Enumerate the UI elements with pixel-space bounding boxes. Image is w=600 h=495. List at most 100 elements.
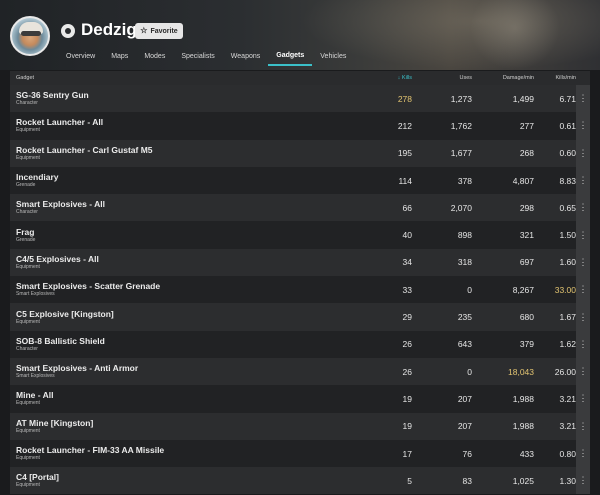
damage-per-min-cell: 1,988 [512,393,534,404]
table-row[interactable]: Smart Explosives - Anti Armor Smart Explo… [10,357,590,386]
gadget-cell: Frag Grenade [10,227,370,244]
gadget-cell: Smart Explosives - Scatter Grenade Smart … [10,281,370,298]
header-menu-spacer [576,71,590,85]
tab-gadgets[interactable]: Gadgets [268,46,313,66]
gadget-category: Equipment [16,263,40,270]
favorite-button[interactable]: ☆ Favorite [135,23,183,39]
row-menu-icon[interactable]: ⋮ [576,439,590,468]
avatar[interactable] [10,16,50,56]
row-menu-icon[interactable]: ⋮ [576,112,590,140]
uses-cell: 2,070 [450,202,472,213]
header-uses[interactable]: Uses [459,75,472,81]
table-row[interactable]: Rocket Launcher - All Equipment 212 1,762 27… [10,112,590,140]
gadget-category: Equipment [16,455,40,461]
row-menu-icon[interactable]: ⋮ [576,276,590,304]
gadget-cell: C5 Explosive [Kingston] Equipment [10,309,370,326]
tab-maps[interactable]: Maps [111,52,129,60]
damage-per-min-cell: 1,025 [512,475,534,486]
tab-specialists[interactable]: Specialists [181,52,215,60]
kills-cell: 195 [397,148,412,159]
header-kills[interactable]: ↓ Kills [370,75,412,81]
uses-cell: 643 [457,339,472,350]
kills-per-min-cell: 6.71 [559,93,576,104]
kills-cell: 278 [397,93,412,104]
table-row[interactable]: AT Mine [Kingston] Equipment 19 207 1,988 3.2… [10,412,590,440]
row-menu-icon[interactable]: ⋮ [576,221,590,249]
header-damage-per-min[interactable]: Damage/min [502,75,534,81]
row-menu-icon[interactable]: ⋮ [576,467,590,495]
table-row[interactable]: C5 Explosive [Kingston] Equipment 29 235 680… [10,303,590,331]
table-row[interactable]: C4/5 Explosives - All Equipment 34 318 697 1.… [10,248,590,277]
table-row[interactable]: Smart Explosives - All Character 66 2,070 29… [10,194,590,222]
table-row[interactable]: Smart Explosives - Scatter Grenade Smart … [10,276,590,304]
damage-per-min-cell: 4,807 [512,175,534,186]
gadgets-table: Gadget ↓ Kills Uses Damage/min Kills/min… [10,71,590,495]
gadget-name: Smart Explosives - Scatter Grenade [16,281,161,292]
header-gadget[interactable]: Gadget [16,75,35,81]
uses-cell: 378 [457,175,472,186]
kills-cell: 29 [402,312,412,323]
kills-cell: 19 [402,393,412,404]
kills-cell: 26 [402,366,412,377]
gadget-cell: Incendiary Grenade [10,172,370,189]
player-name: Dedzigs [81,20,147,39]
kills-per-min-cell: 8.83 [559,175,576,186]
uses-cell: 207 [457,421,472,432]
row-menu-icon[interactable]: ⋮ [576,166,590,195]
gadget-name: Rocket Launcher - FIM-33 AA Missile [16,445,165,455]
tab-overview[interactable]: Overview [66,52,96,60]
row-menu-icon[interactable]: ⋮ [576,194,590,222]
damage-per-min-cell: 321 [519,230,534,241]
table-row[interactable]: Rocket Launcher - FIM-33 AA Missile Equip… [10,439,590,468]
uses-cell: 318 [457,257,472,268]
row-menu-icon[interactable]: ⋮ [576,303,590,331]
kills-cell: 212 [397,120,412,131]
table-row[interactable]: Frag Grenade 40 898 321 1.50 ⋮ [10,221,590,249]
uses-cell: 898 [457,230,472,241]
gadget-cell: Smart Explosives - Anti Armor Smart Explo… [10,363,370,380]
table-row[interactable]: C4 [Portal] Equipment 5 83 1,025 1.30 ⋮ [10,467,590,495]
row-menu-icon[interactable]: ⋮ [576,385,590,413]
tab-weapons[interactable]: Weapons [230,52,261,60]
row-menu-icon[interactable]: ⋮ [576,330,590,358]
damage-per-min-cell: 379 [519,339,534,350]
table-row[interactable]: Rocket Launcher - Carl Gustaf M5 Equipmen… [10,139,590,167]
tab-modes[interactable]: Modes [144,52,166,60]
kills-cell: 34 [402,257,412,268]
table-body: SG-36 Sentry Gun Character 278 1,273 1,499 6.… [10,85,590,495]
row-menu-icon[interactable]: ⋮ [576,248,590,277]
damage-per-min-cell: 298 [519,202,534,213]
damage-per-min-cell: 18,043 [508,366,534,377]
table-row[interactable]: SOB-8 Ballistic Shield Character 26 643 379 1… [10,330,590,358]
row-menu-icon[interactable]: ⋮ [576,357,590,386]
table-row[interactable]: Incendiary Grenade 114 378 4,807 8.83 ⋮ [10,166,590,195]
platform-icon [61,24,75,38]
gadget-category: Smart Explosives [16,291,55,298]
gadget-category: Equipment [16,127,40,134]
header-background-highlight [470,0,560,70]
kills-cell: 33 [402,284,412,295]
damage-per-min-cell: 697 [519,257,534,268]
kills-cell: 19 [402,421,412,432]
row-menu-icon[interactable]: ⋮ [576,139,590,167]
kills-per-min-cell: 1.50 [559,230,576,241]
gadget-category: Smart Explosives [16,373,55,380]
tab-vehicles[interactable]: Vehicles [320,52,347,60]
gadget-category: Equipment [16,400,40,407]
gadget-name: C4 [Portal] [16,472,59,483]
row-menu-icon[interactable]: ⋮ [576,85,590,113]
stats-tabs: Overview Maps Modes Specialists Weapons Gadge… [58,46,354,66]
header-kills-per-min[interactable]: Kills/min [555,75,576,81]
gadget-name: Frag [16,226,35,237]
profile-header: Dedzigs ☆ Favorite Overview Maps Modes Spec… [0,0,600,70]
gadget-category: Equipment [16,318,40,325]
table-row[interactable]: SG-36 Sentry Gun Character 278 1,273 1,499 6.… [10,85,590,113]
kills-cell: 114 [398,175,412,186]
uses-cell: 1,273 [450,93,472,104]
gadget-cell: SOB-8 Ballistic Shield Character [10,336,370,353]
gadget-name: C5 Explosive [Kingston] [16,308,114,319]
row-menu-icon[interactable]: ⋮ [576,412,590,440]
uses-cell: 1,762 [450,120,472,131]
kills-cell: 5 [407,475,412,486]
table-row[interactable]: Mine - All Equipment 19 207 1,988 3.21 ⋮ [10,385,590,413]
